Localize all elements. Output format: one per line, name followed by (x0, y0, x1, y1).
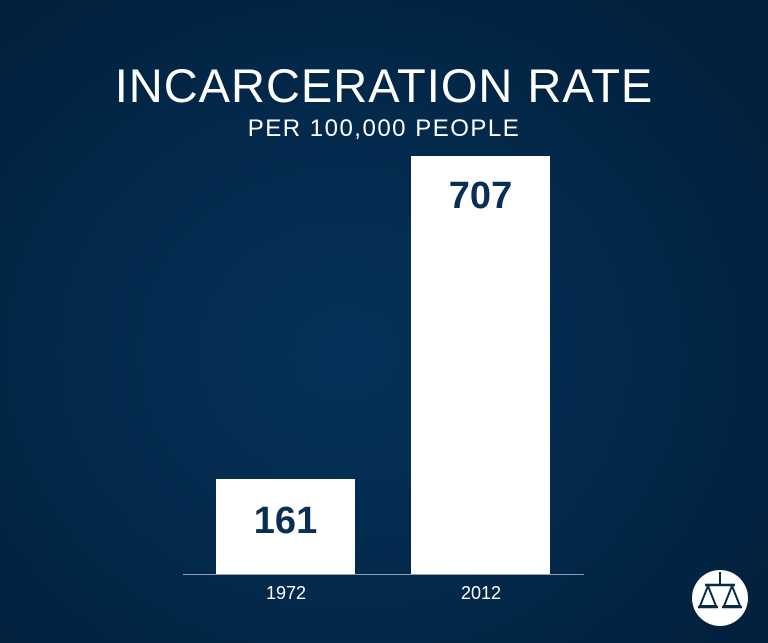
x-axis-line (183, 574, 584, 575)
bar-value-1972: 161 (253, 500, 318, 542)
bar-value-2012: 707 (448, 175, 513, 217)
bar-1972: 161 (216, 479, 355, 574)
scales-of-justice-icon (692, 570, 748, 626)
bar-2012: 707 (411, 156, 550, 574)
chart-subtitle: PER 100,000 PEOPLE (247, 115, 521, 142)
x-tick-1972: 1972 (265, 583, 307, 603)
chart-title: INCARCERATION RATE (114, 59, 654, 112)
x-tick-2012: 2012 (460, 583, 502, 603)
